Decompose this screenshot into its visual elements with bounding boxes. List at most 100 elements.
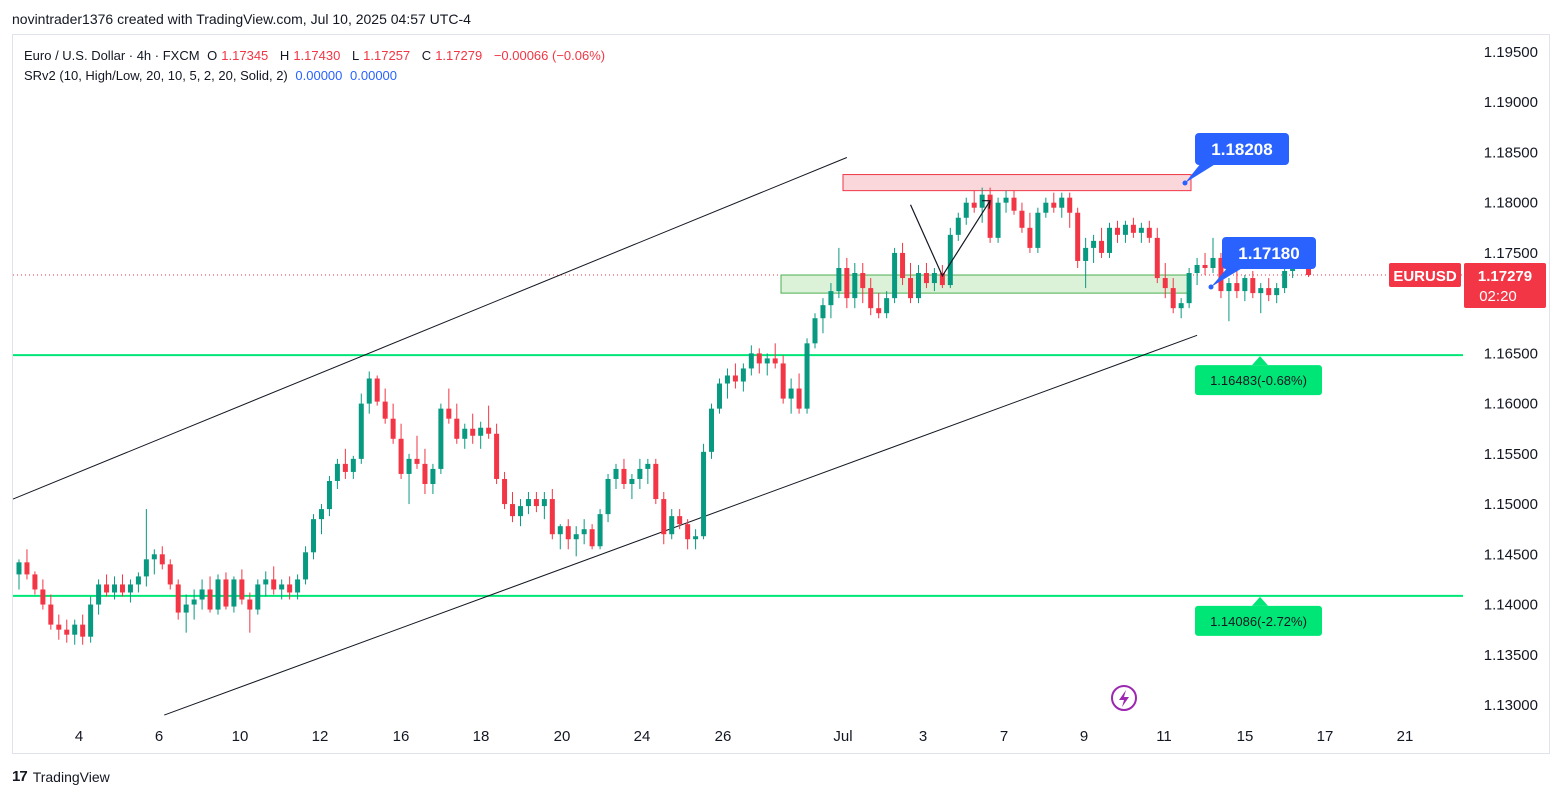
candle-body: [175, 584, 181, 613]
level-label-box[interactable]: [1195, 605, 1322, 636]
x-axis-tick-label: 10: [232, 728, 249, 745]
candle-body: [701, 451, 707, 537]
candle-body: [80, 624, 86, 637]
chart-credit: novintrader1376 created with TradingView…: [12, 11, 471, 27]
candle-body: [955, 217, 961, 235]
candle-body: [748, 353, 754, 369]
candle-body: [16, 562, 22, 575]
candle-body: [263, 579, 269, 585]
candle-body: [987, 194, 993, 238]
candle-body: [939, 273, 945, 286]
candle-body: [88, 604, 94, 637]
zigzag-projection-path[interactable]: [909, 200, 991, 278]
channel-lower-line[interactable]: [164, 334, 1198, 716]
y-axis-tick-label: 1.18000: [1484, 195, 1538, 212]
candle-body: [995, 202, 1001, 238]
callout-label-box[interactable]: [1195, 133, 1289, 165]
candle-body: [390, 418, 396, 439]
candle-body: [1138, 227, 1144, 233]
candle-body: [1146, 227, 1152, 238]
candle-body: [1218, 257, 1224, 292]
callout-pointer: [1211, 267, 1244, 287]
level-label-pointer: [1252, 356, 1268, 366]
candle-body: [525, 499, 531, 507]
close-label: C: [421, 48, 432, 63]
level-label-box[interactable]: [1195, 365, 1322, 396]
candle-body: [876, 308, 882, 314]
candle-body: [183, 604, 189, 613]
candle-body: [573, 534, 579, 540]
candle-body: [40, 589, 46, 605]
candle-body: [557, 526, 563, 535]
candle-body: [677, 516, 683, 525]
candle-body: [1027, 227, 1033, 248]
candle-body: [72, 624, 78, 635]
candle-body: [1019, 210, 1025, 228]
candle-body: [884, 298, 890, 314]
x-axis-tick-label: 12: [312, 728, 329, 745]
change-value: −0.00066 (−0.06%): [493, 48, 606, 63]
candle-body: [279, 584, 285, 590]
candle-body: [271, 579, 277, 590]
y-axis-tick-label: 1.14000: [1484, 597, 1538, 614]
candle-body: [549, 499, 555, 535]
candle-body: [438, 408, 444, 469]
candle-body: [422, 463, 428, 484]
indicator-value-1: 0.00000: [295, 68, 343, 83]
candle-body: [1067, 197, 1073, 213]
x-axis-tick-label: 21: [1397, 728, 1414, 745]
y-axis-tick-label: 1.17500: [1484, 245, 1538, 262]
candle-body: [637, 468, 643, 479]
candle-body: [645, 463, 651, 469]
candle-body: [135, 576, 141, 585]
candle-body: [414, 458, 420, 464]
channel-upper-line[interactable]: [12, 157, 848, 500]
candle-body: [923, 273, 929, 284]
x-axis-tick-label: 6: [155, 728, 163, 745]
candle-body: [151, 554, 157, 560]
candle-body: [1170, 288, 1176, 309]
candle-body: [724, 375, 730, 384]
candle-body: [454, 418, 460, 439]
y-axis-tick-label: 1.19000: [1484, 94, 1538, 111]
candle-body: [350, 458, 356, 472]
candle-body: [462, 428, 468, 439]
chart-frame: [12, 34, 1550, 754]
candle-body: [1083, 247, 1089, 261]
callout-label-box[interactable]: [1222, 237, 1316, 269]
candle-body: [199, 589, 205, 600]
candle-body: [836, 267, 842, 292]
low-value: 1.17257: [363, 48, 411, 63]
level-label-pointer: [1252, 596, 1268, 606]
candle-body: [318, 509, 324, 520]
y-axis-tick-label: 1.15500: [1484, 446, 1538, 463]
candle-body: [963, 202, 969, 218]
candle-body: [295, 579, 301, 593]
level-label-text: 1.16483(-0.68%): [1210, 373, 1307, 388]
candle-body: [119, 584, 125, 593]
x-axis-tick-label: 9: [1080, 728, 1088, 745]
candle-body: [1114, 227, 1120, 235]
candle-body: [565, 526, 571, 540]
lightning-glyph-icon: [1119, 690, 1129, 707]
candle-body: [709, 408, 715, 452]
candle-body: [661, 499, 667, 535]
callout-pointer: [1185, 163, 1217, 183]
resistance-zone[interactable]: [842, 174, 1192, 192]
candle-body: [812, 318, 818, 344]
x-axis-tick-label: 16: [393, 728, 410, 745]
candle-body: [191, 599, 197, 605]
y-axis-tick-label: 1.16500: [1484, 345, 1538, 362]
candle-body: [844, 267, 850, 299]
callout-anchor-dot: [1182, 180, 1188, 186]
callout-anchor-dot: [1208, 284, 1214, 290]
candle-body: [382, 401, 388, 419]
indicator-name[interactable]: SRv2 (10, High/Low, 20, 10, 5, 2, 20, So…: [24, 68, 288, 83]
candle-body: [48, 604, 54, 625]
candle-body: [915, 273, 921, 299]
support-zone[interactable]: [780, 274, 1192, 294]
candle-body: [860, 273, 866, 289]
candle-body: [788, 388, 794, 399]
symbol-description[interactable]: Euro / U.S. Dollar · 4h · FXCM: [24, 48, 200, 63]
